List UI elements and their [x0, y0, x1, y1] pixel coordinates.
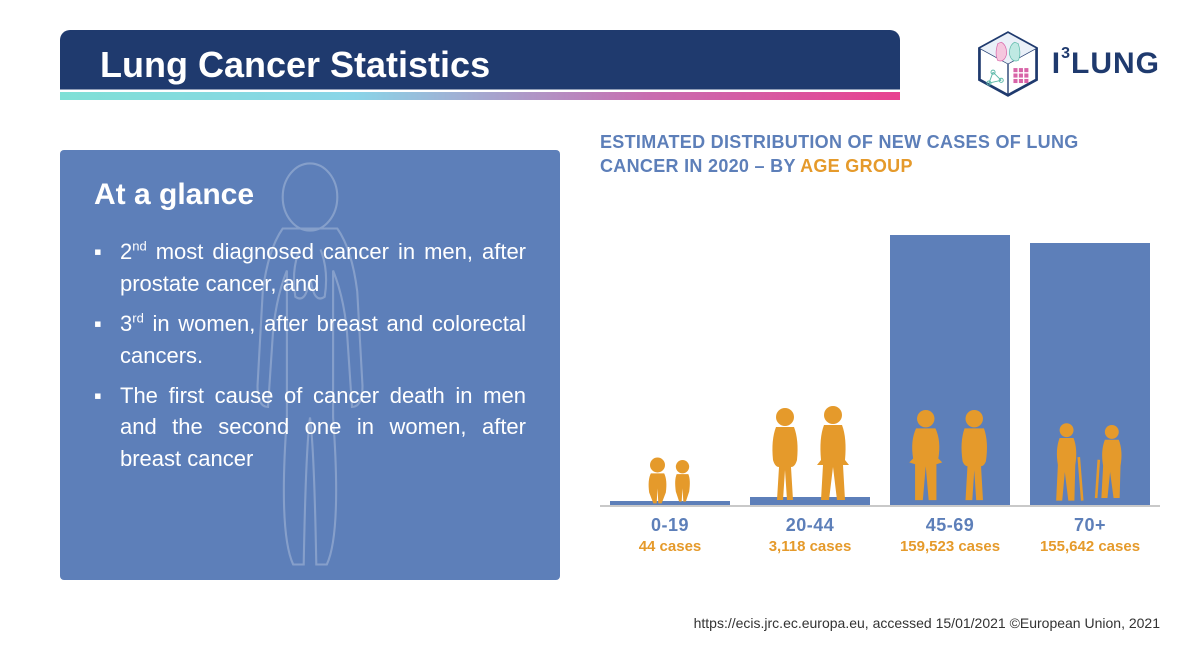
bar — [610, 501, 730, 505]
label-column: 45-69 159,523 cases — [880, 515, 1020, 555]
source-citation: https://ecis.jrc.ec.europa.eu, accessed … — [694, 615, 1160, 631]
labels-row: 0-19 44 cases20-44 3,118 cases45-69 159,… — [600, 515, 1160, 555]
age-label: 45-69 — [880, 515, 1020, 536]
logo-hex-icon — [974, 30, 1042, 98]
logo-sup: 3 — [1061, 45, 1071, 62]
glance-heading: At a glance — [94, 178, 526, 212]
cases-label: 44 cases — [600, 538, 740, 555]
age-label: 0-19 — [600, 515, 740, 536]
title-bar: Lung Cancer Statistics — [60, 30, 900, 100]
label-column: 20-44 3,118 cases — [740, 515, 880, 555]
glance-item: 2nd most diagnosed cancer in men, after … — [94, 236, 526, 300]
bars-row — [600, 197, 1160, 507]
page-title: Lung Cancer Statistics — [100, 44, 490, 86]
cases-label: 3,118 cases — [740, 538, 880, 555]
bar — [890, 235, 1010, 505]
bar-column — [740, 497, 880, 505]
bar — [750, 497, 870, 505]
cases-label: 159,523 cases — [880, 538, 1020, 555]
bar-column — [1020, 243, 1160, 505]
bar-column — [600, 501, 740, 505]
chart-heading: ESTIMATED DISTRIBUTION OF NEW CASES OF L… — [600, 130, 1160, 179]
logo-text: I3LUNG — [1052, 47, 1160, 81]
glance-list: 2nd most diagnosed cancer in men, after … — [94, 236, 526, 475]
age-label: 20-44 — [740, 515, 880, 536]
logo: I3LUNG — [974, 30, 1160, 98]
age-distribution-chart: ESTIMATED DISTRIBUTION OF NEW CASES OF L… — [600, 130, 1160, 555]
bar — [1030, 243, 1150, 505]
age-silhouette-icon — [600, 455, 740, 505]
at-a-glance-panel: At a glance 2nd most diagnosed cancer in… — [60, 150, 560, 580]
chart-heading-accent: AGE GROUP — [800, 156, 913, 176]
glance-item: The first cause of cancer death in men a… — [94, 380, 526, 476]
age-silhouette-icon — [740, 405, 880, 505]
logo-prefix: I — [1052, 47, 1061, 80]
age-label: 70+ — [1020, 515, 1160, 536]
bar-column — [880, 235, 1020, 505]
label-column: 70+ 155,642 cases — [1020, 515, 1160, 555]
label-column: 0-19 44 cases — [600, 515, 740, 555]
logo-suffix: LUNG — [1071, 47, 1160, 80]
cases-label: 155,642 cases — [1020, 538, 1160, 555]
glance-item: 3rd in women, after breast and colorecta… — [94, 308, 526, 372]
